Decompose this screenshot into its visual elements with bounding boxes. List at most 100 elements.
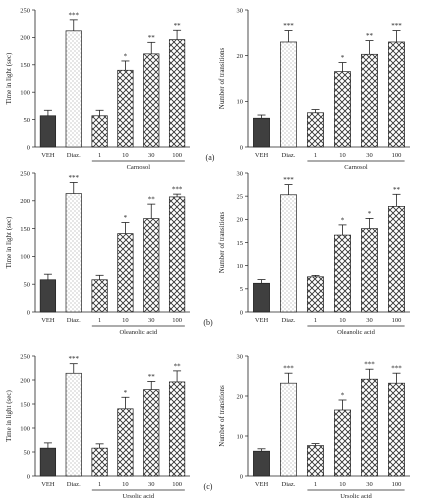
- y-axis-title: Number of transitions: [218, 48, 226, 110]
- category-label: 10: [339, 317, 346, 324]
- y-axis-title: Number of transitions: [218, 385, 226, 447]
- panel-label-b: (b): [203, 318, 213, 327]
- y-tick-label: 100: [20, 425, 30, 432]
- significance-label: **: [148, 196, 156, 204]
- y-tick-label: 50: [24, 449, 31, 456]
- category-label: 100: [392, 152, 402, 159]
- bar-1: [307, 112, 324, 148]
- y-tick-label: 0: [27, 473, 30, 480]
- category-label: Diaz.: [282, 317, 296, 324]
- bar-30: [143, 218, 160, 313]
- chart-c-right: 0 10 20 30 Number of transitions VEH *** Diaz. 1…: [218, 353, 410, 500]
- category-label: 1: [98, 152, 101, 159]
- bar-1: [307, 445, 324, 477]
- category-label: VEH: [41, 152, 55, 159]
- group-label: Carnosol: [344, 164, 368, 171]
- bar-30: [361, 228, 378, 313]
- y-tick-label: 50: [24, 282, 31, 289]
- y-tick-label: 150: [20, 401, 30, 408]
- bar-veh: [253, 450, 270, 477]
- bar-diaz: [280, 194, 297, 313]
- y-tick-label: 200: [20, 198, 30, 205]
- category-label: Diaz.: [67, 317, 81, 324]
- y-tick-label: 250: [20, 353, 30, 360]
- significance-label: *: [124, 52, 128, 60]
- significance-label: **: [174, 362, 182, 370]
- bar-100: [168, 39, 186, 148]
- group-label: Ursolic acid: [340, 493, 372, 500]
- y-tick-label: 150: [20, 226, 30, 233]
- significance-label: *: [368, 210, 372, 218]
- category-label: Diaz.: [67, 481, 81, 488]
- category-label: 30: [366, 317, 373, 324]
- category-label: VEH: [255, 152, 269, 159]
- category-label: 1: [314, 152, 317, 159]
- bar-100: [388, 206, 405, 313]
- significance-label: **: [174, 22, 182, 30]
- category-label: 30: [148, 317, 155, 324]
- bar-diaz: [65, 193, 82, 313]
- y-axis-title: Time in light (sec): [5, 390, 13, 442]
- panel-label-a: (a): [206, 153, 215, 162]
- y-tick-label: 0: [27, 309, 30, 316]
- bar-100: [388, 382, 405, 477]
- category-label: 10: [339, 152, 346, 159]
- y-tick-label: 20: [237, 53, 244, 60]
- y-tick-label: 20: [237, 217, 244, 224]
- significance-label: ***: [283, 22, 294, 30]
- y-tick-label: 250: [20, 170, 30, 177]
- bar-1: [91, 279, 108, 313]
- category-label: 100: [172, 317, 182, 324]
- y-tick-label: 0: [27, 144, 30, 151]
- category-label: 10: [122, 152, 129, 159]
- y-tick-label: 250: [20, 7, 30, 14]
- bar-30: [143, 389, 160, 477]
- category-label: 100: [392, 317, 402, 324]
- category-label: 30: [148, 481, 155, 488]
- category-label: 100: [172, 152, 182, 159]
- category-label: 100: [172, 481, 182, 488]
- significance-label: **: [148, 373, 156, 381]
- significance-label: **: [366, 32, 374, 40]
- y-tick-label: 30: [237, 170, 244, 177]
- significance-label: ***: [69, 355, 80, 363]
- bar-veh: [39, 115, 57, 148]
- y-tick-label: 30: [237, 7, 244, 14]
- group-label: Ursolic acid: [123, 493, 155, 500]
- group-label: Oleanolic acid: [337, 329, 375, 336]
- bar-diaz: [65, 372, 82, 477]
- bar-10: [334, 71, 351, 148]
- significance-label: *: [124, 214, 128, 222]
- bar-100: [168, 381, 186, 477]
- category-label: VEH: [255, 317, 269, 324]
- y-tick-label: 0: [240, 473, 243, 480]
- bar-veh: [253, 282, 270, 313]
- y-tick-label: 25: [237, 193, 244, 200]
- significance-label: *: [341, 216, 345, 224]
- bar-1: [91, 447, 108, 477]
- y-axis-title: Time in light (sec): [5, 52, 13, 104]
- significance-label: **: [393, 186, 401, 194]
- y-tick-label: 150: [20, 62, 30, 69]
- bar-10: [117, 233, 134, 313]
- y-tick-label: 10: [237, 263, 244, 270]
- bar-100: [168, 196, 186, 313]
- y-axis-title: Time in light (sec): [5, 216, 13, 268]
- y-tick-label: 100: [20, 254, 30, 261]
- category-label: 10: [122, 481, 129, 488]
- y-tick-label: 0: [240, 309, 243, 316]
- significance-label: ***: [283, 365, 294, 373]
- bar-10: [334, 234, 351, 313]
- bar-30: [143, 53, 160, 148]
- y-tick-label: 15: [237, 240, 244, 247]
- category-label: 100: [392, 481, 402, 488]
- bar-30: [361, 378, 378, 477]
- panel-label-c: (c): [204, 482, 213, 491]
- bar-30: [361, 53, 378, 148]
